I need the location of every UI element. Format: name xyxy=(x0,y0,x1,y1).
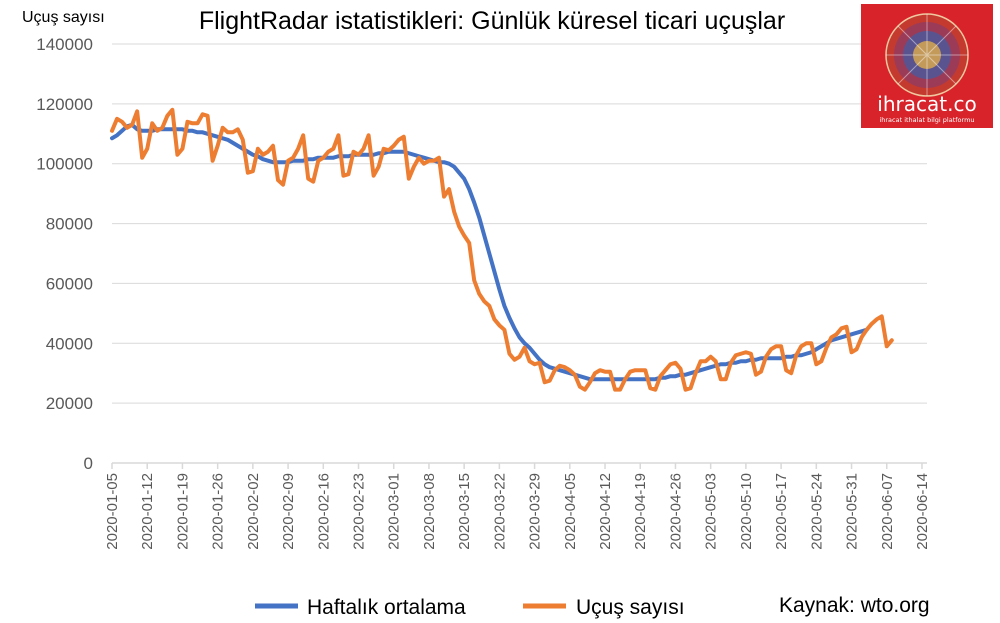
logo-tagline: ihracat ithalat bilgi platformu xyxy=(879,116,974,124)
x-tick-label: 2020-02-09 xyxy=(280,473,297,550)
y-tick-label: 40000 xyxy=(46,334,93,353)
x-tick-label: 2020-05-31 xyxy=(844,473,861,550)
x-tick-label: 2020-06-14 xyxy=(914,473,931,550)
x-tick-label: 2020-03-15 xyxy=(456,473,473,550)
x-tick-label: 2020-05-24 xyxy=(808,473,825,550)
x-tick-label: 2020-04-12 xyxy=(597,473,614,550)
x-tick-label: 2020-06-07 xyxy=(879,473,896,550)
x-tick-label: 2020-02-23 xyxy=(351,473,368,550)
x-tick-label: 2020-03-08 xyxy=(421,473,438,550)
y-tick-label: 20000 xyxy=(46,394,93,413)
grid-lines xyxy=(112,43,927,404)
x-tick-label: 2020-01-19 xyxy=(174,473,191,550)
globe-flags-icon xyxy=(885,13,969,97)
y-tick-labels: 0 20000 40000 60000 80000 100000 120000 140000 xyxy=(36,35,93,473)
x-tick-label: 2020-02-16 xyxy=(315,473,332,550)
source-label: Kaynak: wto.org xyxy=(779,594,930,617)
series-line-daily-flights xyxy=(110,107,894,392)
x-tick-label: 2020-03-29 xyxy=(527,473,544,550)
y-tick-label: 120000 xyxy=(36,95,93,114)
x-axis xyxy=(111,462,927,469)
legend-label-daily: Uçuş sayısı xyxy=(576,596,685,619)
legend-label-average: Haftalık ortalama xyxy=(307,596,466,619)
y-tick-label: 140000 xyxy=(36,35,93,54)
y-tick-label: 100000 xyxy=(36,155,93,174)
x-tick-label: 2020-01-12 xyxy=(139,473,156,550)
x-tick-label: 2020-04-05 xyxy=(562,473,579,550)
chart-title: FlightRadar istatistikleri: Günlük küres… xyxy=(199,7,785,35)
x-tick-label: 2020-04-26 xyxy=(667,473,684,550)
y-tick-label: 80000 xyxy=(46,215,93,234)
x-tick-label: 2020-05-10 xyxy=(738,473,755,550)
x-tick-label: 2020-02-02 xyxy=(245,473,262,550)
x-tick-label: 2020-01-26 xyxy=(210,473,227,550)
x-tick-label: 2020-03-22 xyxy=(491,473,508,550)
legend: Haftalık ortalama Uçuş sayısı xyxy=(255,596,685,619)
logo-brand-text: ihracat.co xyxy=(877,92,976,116)
series-lines xyxy=(110,107,894,392)
series-line-weekly-average xyxy=(110,122,869,382)
y-tick-label: 60000 xyxy=(46,274,93,293)
x-tick-label: 2020-03-01 xyxy=(386,473,403,550)
ihracat-logo[interactable]: ihracat.co ihracat ithalat bilgi platfor… xyxy=(861,4,993,128)
y-axis-label: Uçuş sayısı xyxy=(22,9,105,26)
y-tick-label: 0 xyxy=(84,454,93,473)
x-tick-label: 2020-05-03 xyxy=(703,473,720,550)
x-tick-labels: 2020-01-05 2020-01-12 2020-01-19 2020-01-26… xyxy=(104,473,931,550)
x-tick-label: 2020-01-05 xyxy=(104,473,121,550)
x-tick-label: 2020-04-19 xyxy=(632,473,649,550)
x-tick-label: 2020-05-17 xyxy=(773,473,790,550)
